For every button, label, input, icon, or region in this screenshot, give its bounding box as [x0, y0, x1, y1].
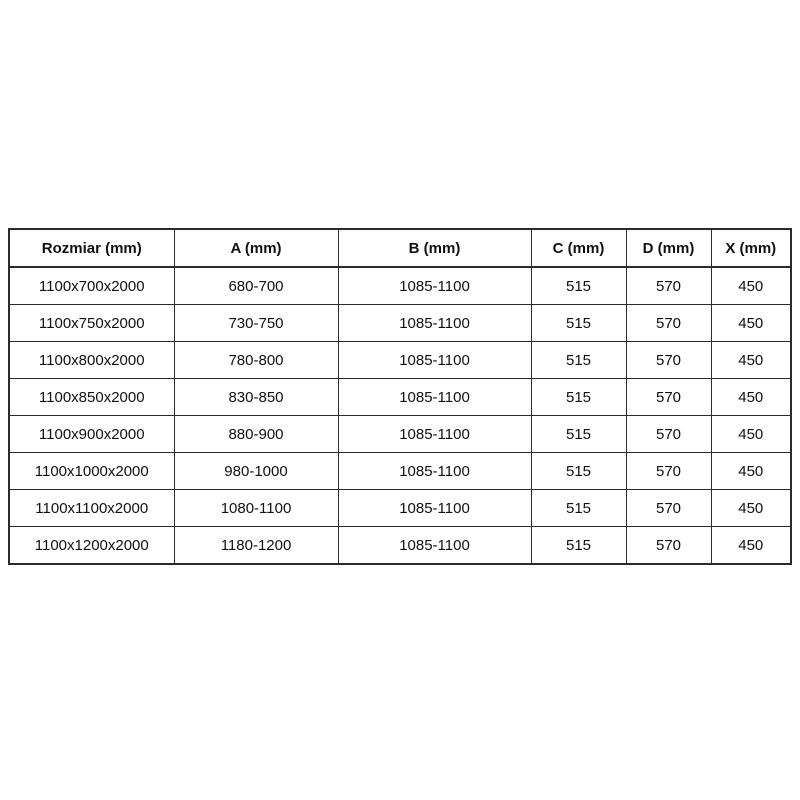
table-cell: 1100x800x2000: [8, 341, 175, 379]
table-row: 1100x850x2000 830-850 1085-1100 515 570 450: [8, 378, 792, 416]
table-cell: 570: [625, 341, 712, 379]
table-cell: 450: [710, 266, 792, 305]
table-cell: 515: [530, 266, 627, 305]
table-row: 1100x1200x2000 1180-1200 1085-1100 515 570 45…: [8, 526, 792, 565]
table-cell: 450: [710, 341, 792, 379]
table-cell: 1085-1100: [337, 304, 532, 342]
table-row: 1100x900x2000 880-900 1085-1100 515 570 450: [8, 415, 792, 453]
table-cell: 515: [530, 452, 627, 490]
table-cell: 1100x900x2000: [8, 415, 175, 453]
table-row: 1100x750x2000 730-750 1085-1100 515 570 450: [8, 304, 792, 342]
table-row: 1100x700x2000 680-700 1085-1100 515 570 450: [8, 266, 792, 305]
table-cell: 1100x1200x2000: [8, 526, 175, 565]
table-cell: 880-900: [173, 415, 339, 453]
table-cell: 1085-1100: [337, 378, 532, 416]
table-cell: 450: [710, 378, 792, 416]
table-cell: 450: [710, 452, 792, 490]
table-cell: 730-750: [173, 304, 339, 342]
table-cell: 1085-1100: [337, 452, 532, 490]
dimensions-table: Rozmiar (mm) A (mm) B (mm) C (mm) D (mm)…: [8, 228, 792, 565]
table-cell: 515: [530, 489, 627, 527]
table-cell: 450: [710, 489, 792, 527]
table-row: 1100x800x2000 780-800 1085-1100 515 570 450: [8, 341, 792, 379]
table-row: 1100x1100x2000 1080-1100 1085-1100 515 570 45…: [8, 489, 792, 527]
table-cell: 570: [625, 304, 712, 342]
table-cell: 570: [625, 378, 712, 416]
table-cell: 515: [530, 378, 627, 416]
table-cell: 450: [710, 304, 792, 342]
table-cell: 1085-1100: [337, 489, 532, 527]
table-cell: 1180-1200: [173, 526, 339, 565]
column-header-d: D (mm): [625, 228, 712, 268]
table-cell: 570: [625, 266, 712, 305]
table-cell: 570: [625, 526, 712, 565]
table-cell: 515: [530, 304, 627, 342]
table-cell: 450: [710, 415, 792, 453]
table-cell: 1100x1000x2000: [8, 452, 175, 490]
table-cell: 1100x700x2000: [8, 266, 175, 305]
table-cell: 1100x1100x2000: [8, 489, 175, 527]
table-cell: 1085-1100: [337, 341, 532, 379]
table-cell: 1100x850x2000: [8, 378, 175, 416]
column-header-b: B (mm): [337, 228, 532, 268]
table-cell: 515: [530, 341, 627, 379]
table-cell: 570: [625, 452, 712, 490]
table-cell: 515: [530, 526, 627, 565]
column-header-c: C (mm): [530, 228, 627, 268]
table-cell: 980-1000: [173, 452, 339, 490]
table-cell: 570: [625, 489, 712, 527]
table-cell: 680-700: [173, 266, 339, 305]
table-cell: 830-850: [173, 378, 339, 416]
table-cell: 1080-1100: [173, 489, 339, 527]
table-cell: 1085-1100: [337, 266, 532, 305]
table-cell: 515: [530, 415, 627, 453]
column-header-rozmiar: Rozmiar (mm): [8, 228, 175, 268]
column-header-a: A (mm): [173, 228, 339, 268]
table-body: 1100x700x2000 680-700 1085-1100 515 570 450 11…: [8, 266, 792, 565]
table-cell: 780-800: [173, 341, 339, 379]
table-row: 1100x1000x2000 980-1000 1085-1100 515 570 450: [8, 452, 792, 490]
table-cell: 1085-1100: [337, 415, 532, 453]
column-header-x: X (mm): [710, 228, 792, 268]
table-header-row: Rozmiar (mm) A (mm) B (mm) C (mm) D (mm)…: [8, 228, 792, 268]
table-cell: 1085-1100: [337, 526, 532, 565]
table-cell: 450: [710, 526, 792, 565]
table-cell: 570: [625, 415, 712, 453]
table-cell: 1100x750x2000: [8, 304, 175, 342]
